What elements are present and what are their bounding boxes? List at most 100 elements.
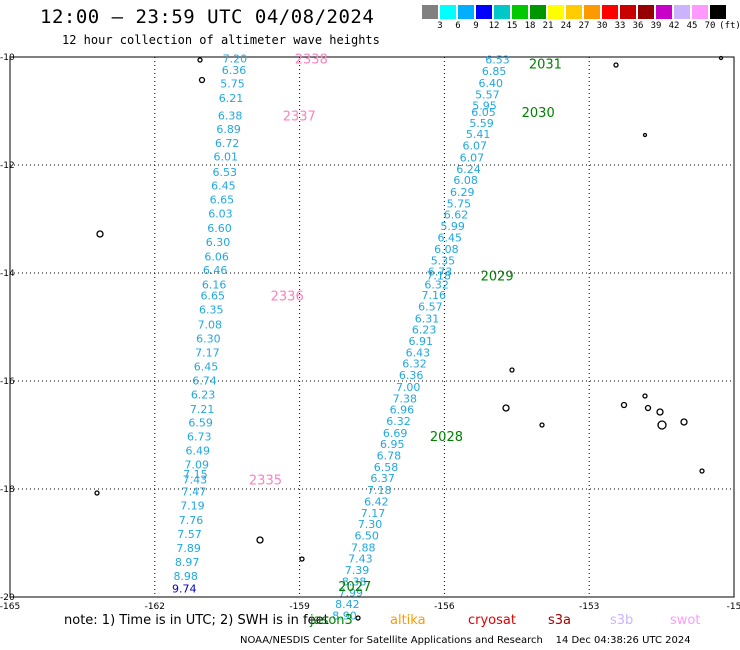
wave-height-value: 5.41 [466,128,491,141]
lon-tick-label: -156 [434,602,455,612]
wave-height-value: 7.15 [183,468,208,481]
island-icon [642,393,648,399]
wave-height-value: 7.20 [223,53,248,66]
map-subtitle: 12 hour collection of altimeter wave hei… [62,33,380,47]
lon-tick-label: -162 [145,602,165,612]
colorbar-label: 27 [578,21,590,31]
track-label: 2031 [529,57,562,72]
colorbar-label: 42 [668,21,680,31]
wave-height-value: 7.17 [361,507,386,520]
wave-height-value: 7.43 [348,553,373,566]
wave-height-value: 6.46 [203,264,228,277]
wave-height-value: 9.74 [172,582,197,595]
wave-height-value: 6.85 [482,65,507,78]
wave-height-value: 6.73 [187,431,212,444]
satellite-legend-item: s3a [548,613,572,628]
lat-tick-label: -14 [0,269,15,279]
wave-height-value: 6.73 [428,265,453,278]
wave-height-value: 6.53 [485,54,510,67]
wave-height-value: 6.32 [424,278,449,291]
wave-height-value: 6.30 [206,236,231,249]
wave-height-value: 7.30 [358,518,383,531]
island-icon [644,404,652,412]
wave-height-value: 6.08 [453,174,478,187]
wave-height-value: 7.16 [422,289,447,302]
island-icon [613,62,619,68]
island-icon [539,422,545,428]
wave-height-value: 6.69 [383,427,408,440]
colorbar-swatch [422,5,438,19]
wave-height-value: 8.97 [175,556,200,569]
colorbar-swatch [476,5,492,19]
wave-height-value: 8.98 [173,570,198,583]
wave-height-value: 6.05 [471,106,496,119]
wave-height-value: 7.76 [179,514,204,527]
satellite-legend-item: altika [390,613,426,628]
wave-height-value: 7.18 [426,270,451,283]
colorbar-label: 30 [596,21,608,31]
wave-height-value: 8.42 [335,598,360,611]
wave-height-value: 6.43 [406,346,431,359]
colorbar-label: 24 [560,21,572,31]
track-label: 2336 [271,290,304,305]
wave-height-value: 7.21 [190,403,215,416]
wave-height-value: 6.23 [412,324,437,337]
wave-height-value: 6.36 [222,64,247,77]
wave-height-value: 7.38 [393,392,418,405]
island-icon [509,367,515,373]
colorbar-swatch [530,5,546,19]
track-label: 2338 [295,53,328,68]
wave-height-value: 6.60 [207,222,232,235]
lat-tick-label: -12 [0,161,15,171]
wave-height-value: 6.42 [364,495,389,508]
wave-height-value: 6.29 [450,186,475,199]
lat-tick-label: -18 [0,485,15,495]
wave-height-value: 7.88 [351,541,376,554]
island-icon [657,420,667,430]
track-label: 2027 [338,580,371,595]
colorbar-label: 36 [632,21,644,31]
colorbar-swatch [710,5,726,19]
wave-height-value: 6.62 [444,209,469,222]
wave-height-value: 6.96 [390,404,415,417]
wave-height-value: 6.07 [460,151,485,164]
wave-height-value: 6.45 [437,231,462,244]
colorbar-label: 70 [704,21,716,31]
wave-height-value: 5.75 [447,197,472,210]
colorbar-swatch [566,5,582,19]
note-text: note: 1) Time is in UTC; 2) SWH is in fe… [64,613,329,628]
colorbar-label: 15 [506,21,518,31]
wave-height-value: 7.43 [183,473,208,486]
wave-height-value: 6.01 [214,150,239,163]
island-icon [256,536,264,544]
wave-height-value: 5.35 [431,255,456,268]
island-icon [718,55,724,61]
satellite-legend-item: s3b [610,613,634,628]
colorbar-label: 12 [488,21,500,31]
lon-tick-label: -153 [579,602,599,612]
wave-height-value: 6.31 [415,312,440,325]
lat-tick-label: -16 [0,377,15,387]
footer-credit: NOAA/NESDIS Center for Satellite Applica… [240,635,691,646]
colorbar-label: 9 [473,21,479,31]
colorbar-swatch [494,5,510,19]
wave-height-value: 6.65 [200,290,225,303]
colorbar-swatch [458,5,474,19]
timestamp-text: 14 Dec 04:38:26 UTC 2024 [555,635,691,646]
wave-height-value: 5.95 [472,100,497,113]
wave-height-value: 6.07 [463,140,488,153]
wave-height-value: 5.57 [475,88,500,101]
wave-height-value: 6.35 [199,304,224,317]
colorbar-label: 39 [650,21,662,31]
wave-height-value: 6.38 [218,109,243,122]
wave-height-value: 6.03 [208,208,233,221]
wave-height-value: 7.18 [367,484,392,497]
wave-height-value: 6.08 [434,243,459,256]
wave-height-value: 7.09 [185,459,210,472]
wave-height-value: 6.32 [402,358,427,371]
wave-height-value: 6.95 [380,438,405,451]
lat-tick-label: -10 [0,53,15,63]
wave-height-value: 7.00 [396,381,421,394]
wave-height-value: 6.40 [478,77,503,90]
